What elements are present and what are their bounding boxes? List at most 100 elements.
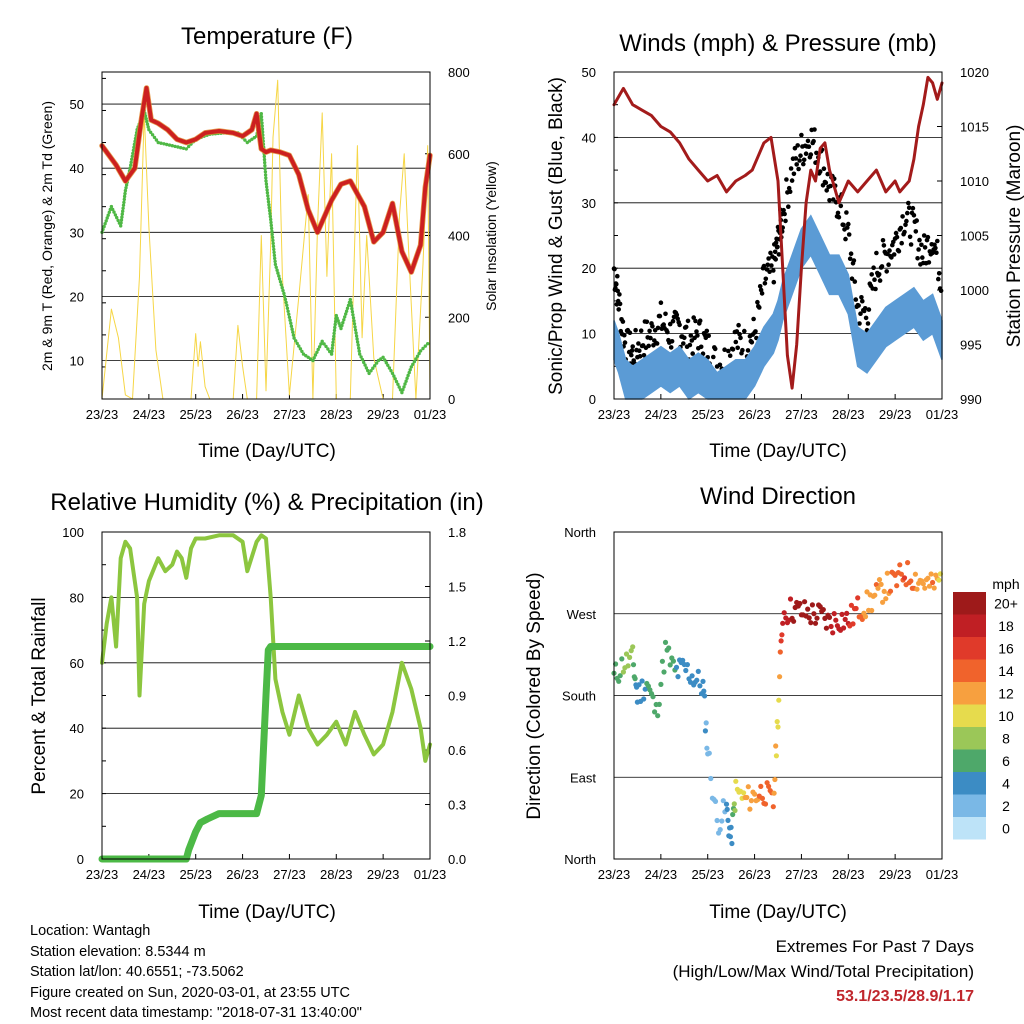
dewpoint-point <box>373 364 377 368</box>
y-tick-label: East <box>570 770 596 785</box>
direction-point <box>787 596 794 602</box>
dewpoint-point <box>121 209 125 213</box>
gust-point <box>616 307 621 312</box>
y-tick-label: North <box>564 525 596 540</box>
y-tick-label: 40 <box>70 721 84 736</box>
direction-point <box>894 583 900 589</box>
dewpoint-point <box>412 359 417 364</box>
dewpoint-point <box>279 283 283 287</box>
dewpoint-point <box>149 130 153 134</box>
dewpoint-point <box>113 213 118 217</box>
gust-point <box>891 252 897 257</box>
y-tick-label: South <box>562 689 596 704</box>
gust-point <box>858 311 863 317</box>
direction-point <box>702 728 709 734</box>
colorbar-swatch <box>953 592 986 615</box>
dewpoint-point <box>286 309 290 313</box>
gust-point <box>727 353 733 359</box>
gust-point <box>913 229 919 234</box>
dewpoint-point <box>354 331 358 335</box>
direction-point <box>808 620 814 626</box>
colorbar-label: 12 <box>998 685 1014 701</box>
y2-tick-label: 600 <box>448 147 470 162</box>
dewpoint-point <box>426 342 430 346</box>
dewpoint-point <box>287 312 291 316</box>
direction-point <box>701 688 707 694</box>
y-tick-label: 80 <box>70 590 84 605</box>
dewpoint-point <box>400 390 404 395</box>
direction-point <box>770 804 776 810</box>
direction-point <box>833 617 839 623</box>
direction-point <box>862 614 869 620</box>
dewpoint-point <box>352 319 356 323</box>
direction-point <box>898 571 905 577</box>
gust-point <box>817 169 823 174</box>
direction-point <box>689 673 695 679</box>
dewpoint-point <box>147 128 151 132</box>
direction-point <box>748 798 755 804</box>
direction-point <box>762 801 769 807</box>
dewpoint-point <box>333 322 337 327</box>
dewpoint-point <box>267 205 271 210</box>
x-tick-label: 27/23 <box>273 407 306 422</box>
winds-plot-frame <box>613 71 943 400</box>
gust-point <box>787 189 793 194</box>
dewpoint-point <box>383 358 387 362</box>
dewpoint-point <box>122 200 126 205</box>
direction-point <box>700 678 706 685</box>
gust-point <box>843 236 848 242</box>
direction-point <box>720 798 726 804</box>
dewpoint-point <box>265 185 269 189</box>
direction-point <box>731 801 737 807</box>
gust-point <box>920 255 925 260</box>
gust-point <box>936 271 942 276</box>
temperature-panel: Temperature (F) 23/23 24/23 25/23 26/23 27/2… <box>39 23 499 462</box>
direction-point <box>747 806 753 812</box>
dewpoint-point <box>123 188 128 193</box>
gust-point <box>685 318 691 324</box>
gust-point <box>614 282 619 287</box>
dewpoint-point <box>120 212 125 216</box>
dewpoint-point <box>397 385 401 389</box>
gust-point <box>755 299 760 305</box>
dewpoint-point <box>350 310 355 314</box>
dewpoint-point <box>284 300 288 305</box>
dewpoint-point <box>173 144 177 149</box>
direction-point <box>775 724 781 730</box>
dewpoint-point <box>403 382 407 386</box>
x-tick-label: 28/23 <box>320 407 353 422</box>
gust-point <box>801 161 806 167</box>
dewpoint-point <box>294 339 298 343</box>
direction-point <box>791 618 797 624</box>
y-tick-label: 40 <box>70 161 84 176</box>
dewpoint-point <box>273 256 277 261</box>
dewpoint-point <box>319 342 323 346</box>
dewpoint-point <box>386 363 390 367</box>
dewpoint-point <box>393 377 397 381</box>
gust-point <box>851 258 857 263</box>
gust-point <box>860 298 865 304</box>
dewpoint-point <box>298 347 303 351</box>
direction-point <box>925 575 931 581</box>
direction-point <box>714 817 720 824</box>
gust-point <box>894 234 900 240</box>
dewpoint-point <box>289 321 293 325</box>
gust-point <box>886 262 891 268</box>
direction-point <box>853 605 859 612</box>
dewpoint-point <box>130 157 134 161</box>
direction-point <box>778 638 784 644</box>
dewpoint-point <box>329 352 334 356</box>
dewpoint-point <box>346 303 351 308</box>
dewpoint-point <box>288 318 292 322</box>
direction-point <box>666 645 672 651</box>
dewpoint-point <box>272 250 276 255</box>
y2-tick-label: 400 <box>448 229 470 244</box>
colorbar-label: 18 <box>998 618 1014 634</box>
gust-point <box>693 318 698 324</box>
dewpoint-point <box>390 371 395 376</box>
dewpoint-point <box>267 208 272 213</box>
direction-point <box>841 625 847 631</box>
dewpoint-point <box>272 253 277 258</box>
direction-point <box>695 668 701 675</box>
dewpoint-point <box>154 138 159 142</box>
